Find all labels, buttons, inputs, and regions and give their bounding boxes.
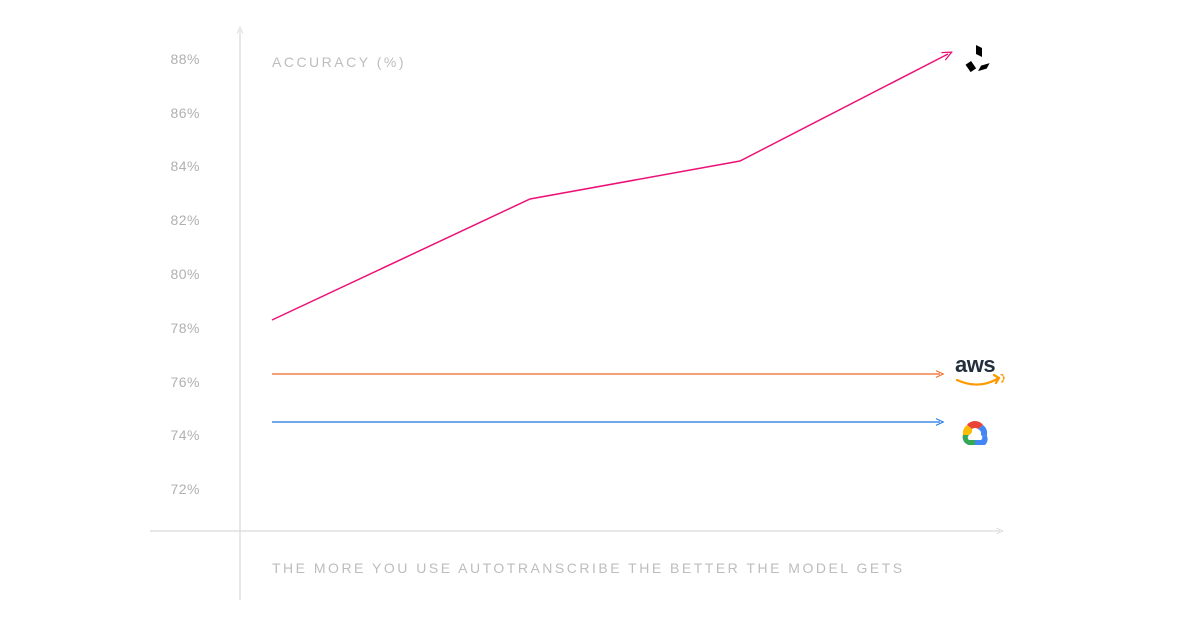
gcloud-logo-icon: [955, 417, 997, 454]
aws-logo-icon: aws: [955, 352, 1005, 397]
y-tick-74: 74%: [140, 427, 200, 443]
x-axis-title: THE MORE YOU USE AUTOTRANSCRIBE THE BETT…: [272, 560, 905, 576]
y-tick-72: 72%: [140, 481, 200, 497]
y-axis-title: ACCURACY (%): [272, 54, 406, 70]
y-tick-76: 76%: [140, 374, 200, 390]
series-autotranscribe: [272, 54, 948, 320]
y-tick-82: 82%: [140, 212, 200, 228]
accuracy-chart: 88% 86% 84% 82% 80% 78% 76% 74% 72% ACCU…: [0, 0, 1200, 628]
y-tick-80: 80%: [140, 266, 200, 282]
y-tick-84: 84%: [140, 158, 200, 174]
product-logo-icon: [958, 42, 998, 83]
y-tick-86: 86%: [140, 105, 200, 121]
chart-svg: [0, 0, 1200, 628]
y-tick-78: 78%: [140, 320, 200, 336]
y-tick-88: 88%: [140, 51, 200, 67]
